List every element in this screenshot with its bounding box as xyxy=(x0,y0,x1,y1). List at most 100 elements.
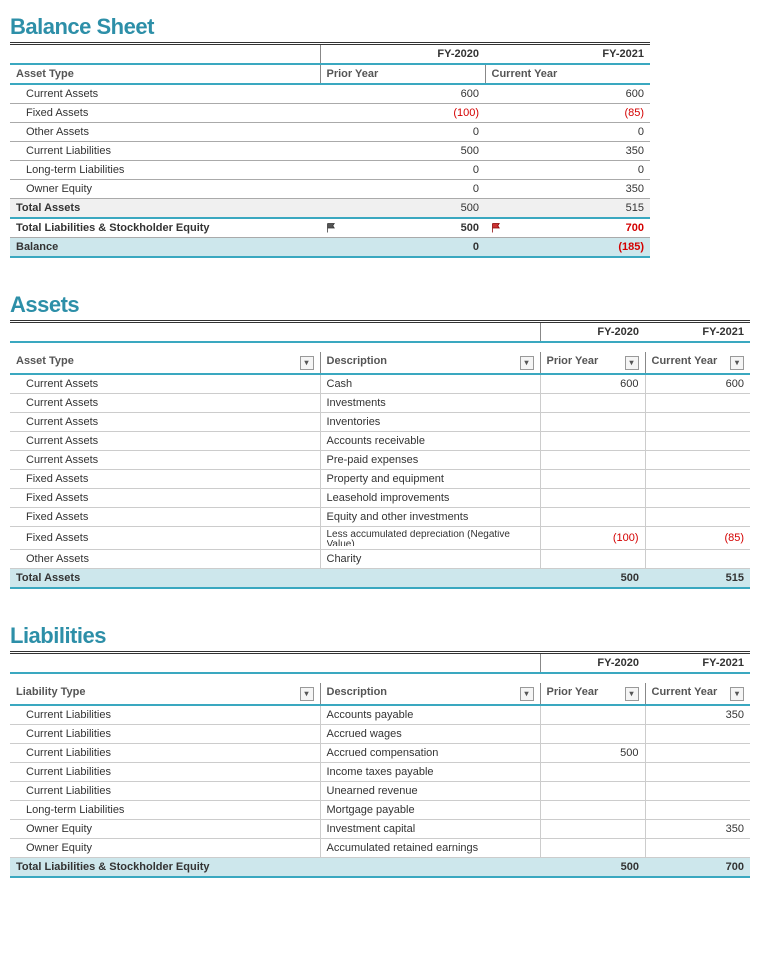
assets-total-label: Total Assets xyxy=(10,569,320,589)
row-prior xyxy=(540,508,645,527)
row-type: Fixed Assets xyxy=(10,508,320,527)
row-type: Current Assets xyxy=(10,394,320,413)
filter-dropdown-icon[interactable]: ▾ xyxy=(625,356,639,370)
row-current xyxy=(645,489,750,508)
row-current xyxy=(645,470,750,489)
row-prior xyxy=(540,763,645,782)
row-desc: Investment capital xyxy=(320,820,540,839)
bs-row-label: Current Assets xyxy=(10,84,320,104)
liab-fy-prior: FY-2020 xyxy=(540,654,645,673)
bs-row-label: Long-term Liabilities xyxy=(10,161,320,180)
liabilities-table: FY-2020 FY-2021 Liability Type ▾ Descrip… xyxy=(10,654,750,878)
bs-row-label: Other Assets xyxy=(10,123,320,142)
asset-type-header: Asset Type xyxy=(10,64,320,84)
row-current: 350 xyxy=(645,820,750,839)
liab-total-label: Total Liabilities & Stockholder Equity xyxy=(10,858,320,878)
row-current xyxy=(645,394,750,413)
row-prior xyxy=(540,451,645,470)
bs-row-prior: 500 xyxy=(320,142,485,161)
total-liab-current: 700 xyxy=(485,218,650,238)
bs-row-prior: (100) xyxy=(320,104,485,123)
row-desc: Charity xyxy=(320,550,540,569)
filter-dropdown-icon[interactable]: ▾ xyxy=(300,356,314,370)
row-prior xyxy=(540,413,645,432)
liabilities-title: Liabilities xyxy=(10,623,752,649)
row-type: Current Assets xyxy=(10,451,320,470)
assets-fy-prior: FY-2020 xyxy=(540,323,645,342)
balance-prior: 0 xyxy=(320,238,485,258)
bs-row-current: 600 xyxy=(485,84,650,104)
fy-prior-header: FY-2020 xyxy=(320,45,485,64)
bs-row-current: 0 xyxy=(485,161,650,180)
row-type: Fixed Assets xyxy=(10,489,320,508)
bs-row-current: 350 xyxy=(485,142,650,161)
filter-dropdown-icon[interactable]: ▾ xyxy=(520,356,534,370)
row-type: Current Liabilities xyxy=(10,705,320,725)
row-prior xyxy=(540,489,645,508)
liab-prior-header[interactable]: Prior Year ▾ xyxy=(540,683,645,705)
flag-icon xyxy=(491,222,503,234)
row-type: Current Liabilities xyxy=(10,763,320,782)
total-assets-current: 515 xyxy=(485,199,650,219)
assets-prior-header[interactable]: Prior Year ▾ xyxy=(540,352,645,374)
flag-icon xyxy=(326,222,338,234)
bs-row-label: Fixed Assets xyxy=(10,104,320,123)
row-current: 600 xyxy=(645,374,750,394)
row-current xyxy=(645,744,750,763)
row-desc: Accumulated retained earnings xyxy=(320,839,540,858)
row-current xyxy=(645,725,750,744)
row-prior xyxy=(540,801,645,820)
row-desc: Investments xyxy=(320,394,540,413)
row-prior xyxy=(540,839,645,858)
filter-dropdown-icon[interactable]: ▾ xyxy=(520,687,534,701)
bs-row-prior: 0 xyxy=(320,161,485,180)
bs-row-prior: 0 xyxy=(320,123,485,142)
assets-current-header[interactable]: Current Year ▾ xyxy=(645,352,750,374)
row-type: Current Assets xyxy=(10,374,320,394)
row-desc: Less accumulated depreciation (Negative … xyxy=(320,527,540,550)
row-current: (85) xyxy=(645,527,750,550)
row-type: Long-term Liabilities xyxy=(10,801,320,820)
row-prior: 500 xyxy=(540,744,645,763)
row-current xyxy=(645,801,750,820)
row-type: Current Liabilities xyxy=(10,782,320,801)
filter-dropdown-icon[interactable]: ▾ xyxy=(625,687,639,701)
liab-fy-current: FY-2021 xyxy=(645,654,750,673)
liab-total-current: 700 xyxy=(645,858,750,878)
bs-row-current: 0 xyxy=(485,123,650,142)
assets-total-prior: 500 xyxy=(540,569,645,589)
row-desc: Mortgage payable xyxy=(320,801,540,820)
row-desc: Inventories xyxy=(320,413,540,432)
row-type: Fixed Assets xyxy=(10,527,320,550)
balance-label: Balance xyxy=(10,238,320,258)
liab-type-header[interactable]: Liability Type ▾ xyxy=(10,683,320,705)
row-desc: Equity and other investments xyxy=(320,508,540,527)
row-current: 350 xyxy=(645,705,750,725)
assets-table: FY-2020 FY-2021 Asset Type ▾ Description… xyxy=(10,323,750,589)
assets-desc-header[interactable]: Description ▾ xyxy=(320,352,540,374)
row-type: Other Assets xyxy=(10,550,320,569)
row-type: Current Assets xyxy=(10,413,320,432)
liab-current-header[interactable]: Current Year ▾ xyxy=(645,683,750,705)
row-current xyxy=(645,451,750,470)
row-type: Current Liabilities xyxy=(10,725,320,744)
row-current xyxy=(645,763,750,782)
filter-dropdown-icon[interactable]: ▾ xyxy=(730,687,744,701)
total-assets-label: Total Assets xyxy=(10,199,320,219)
liab-desc-header[interactable]: Description ▾ xyxy=(320,683,540,705)
filter-dropdown-icon[interactable]: ▾ xyxy=(730,356,744,370)
bs-row-label: Current Liabilities xyxy=(10,142,320,161)
fy-current-header: FY-2021 xyxy=(485,45,650,64)
row-type: Current Liabilities xyxy=(10,744,320,763)
row-desc: Property and equipment xyxy=(320,470,540,489)
assets-title: Assets xyxy=(10,292,752,318)
row-prior xyxy=(540,394,645,413)
row-current xyxy=(645,508,750,527)
row-current xyxy=(645,839,750,858)
assets-type-header[interactable]: Asset Type ▾ xyxy=(10,352,320,374)
row-desc: Accounts receivable xyxy=(320,432,540,451)
row-prior: 600 xyxy=(540,374,645,394)
row-desc: Unearned revenue xyxy=(320,782,540,801)
row-desc: Income taxes payable xyxy=(320,763,540,782)
filter-dropdown-icon[interactable]: ▾ xyxy=(300,687,314,701)
